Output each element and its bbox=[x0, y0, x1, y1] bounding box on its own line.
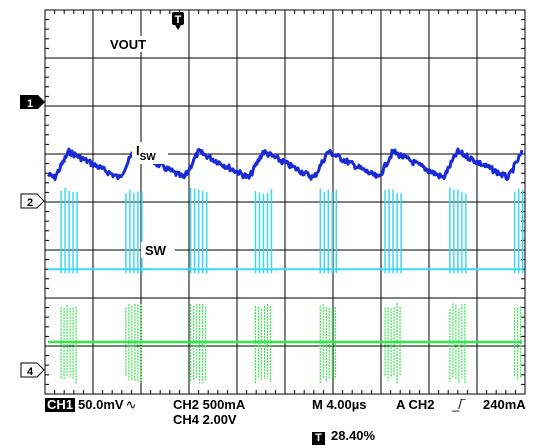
ch4-marker-label: 4 bbox=[27, 366, 34, 378]
ch2-scale: CH2 500mA bbox=[173, 397, 246, 412]
timebase-readout: M 4.00µs bbox=[312, 397, 367, 412]
ch1-marker: 1 bbox=[20, 95, 45, 110]
ch1-coupling-icon: ∿ bbox=[125, 397, 137, 412]
rising-edge-icon: _/‾ bbox=[452, 397, 465, 412]
trigger-marker: T bbox=[172, 12, 184, 30]
isw-trace-label: ISW bbox=[136, 143, 156, 163]
isw-trace-label-main: I bbox=[136, 143, 140, 158]
trigger-marker-text: T bbox=[175, 14, 182, 26]
sw-trace-label: SW bbox=[145, 243, 167, 258]
trigger-position: 28.40% bbox=[331, 428, 376, 443]
waveform-traces bbox=[46, 147, 524, 384]
trigger-position-icon: T bbox=[312, 432, 325, 445]
vout-label-bg bbox=[107, 36, 155, 52]
isw-label-bg bbox=[132, 142, 168, 164]
isw-trace-label-sub: SW bbox=[140, 152, 157, 163]
ch4-marker: 4 bbox=[20, 362, 45, 378]
ch1-scale-readout: CH1 50.0mV ∿ bbox=[45, 397, 136, 413]
ch1-badge: CH1 bbox=[45, 397, 76, 412]
ch4-scale: CH4 2.00V bbox=[173, 412, 237, 427]
trigger-level: 240mA bbox=[483, 397, 526, 412]
ch2-marker: 2 bbox=[20, 193, 45, 209]
vout-trace-label: VOUT bbox=[110, 37, 146, 52]
trigger-position-readout: T 28.40% bbox=[312, 428, 375, 445]
ch2-marker-label: 2 bbox=[27, 197, 33, 209]
ch1-vout-trace bbox=[46, 147, 524, 182]
trigger-source: A CH2 bbox=[396, 397, 435, 412]
ch1-marker-label: 1 bbox=[27, 98, 33, 110]
sw-label-bg bbox=[141, 242, 175, 258]
ch1-scale: 50.0mV bbox=[78, 397, 124, 412]
